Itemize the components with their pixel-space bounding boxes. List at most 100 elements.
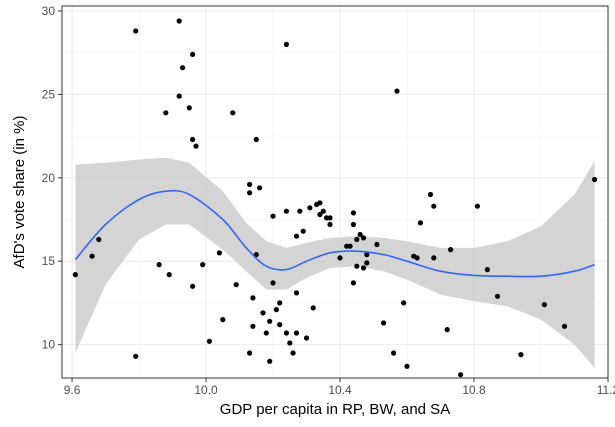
y-tick-label: 20 <box>42 171 56 185</box>
data-point <box>391 350 397 356</box>
data-point <box>350 210 356 216</box>
data-point <box>310 305 316 311</box>
data-point <box>337 255 343 261</box>
data-point <box>474 203 480 209</box>
data-point <box>190 51 196 58</box>
data-point <box>350 221 356 228</box>
data-point <box>327 221 333 228</box>
data-point <box>404 363 410 369</box>
y-tick-label: 10 <box>42 338 56 352</box>
data-point <box>561 323 568 329</box>
data-point <box>186 105 192 111</box>
data-point <box>200 262 206 268</box>
data-point <box>253 252 259 258</box>
data-point <box>283 41 289 48</box>
y-axis: 10 15 20 25 30 <box>42 4 62 352</box>
data-point <box>431 255 437 261</box>
x-tick-label: 9.6 <box>64 383 81 397</box>
data-point <box>307 205 313 211</box>
data-point <box>293 290 300 296</box>
data-point <box>190 283 196 289</box>
x-tick-label: 10.8 <box>462 383 486 397</box>
data-point <box>250 295 256 301</box>
data-point <box>96 236 102 243</box>
data-point <box>72 272 78 278</box>
data-point <box>257 185 263 191</box>
data-point <box>206 338 212 344</box>
data-point <box>360 235 367 241</box>
smooth-trend-line <box>74 189 595 278</box>
data-point <box>163 110 169 116</box>
y-tick-label: 30 <box>42 4 56 18</box>
data-point <box>350 280 356 286</box>
data-point <box>354 263 360 269</box>
confidence-band <box>75 157 595 368</box>
data-point <box>364 260 370 266</box>
data-point <box>230 110 236 116</box>
data-point <box>300 228 306 234</box>
data-point <box>156 262 162 268</box>
data-point <box>320 208 326 214</box>
data-point <box>283 330 289 336</box>
data-point <box>484 267 490 273</box>
data-point <box>190 136 196 143</box>
data-point <box>494 293 501 299</box>
data-point <box>347 243 353 249</box>
data-point <box>193 143 199 149</box>
y-tick-label: 25 <box>42 87 56 101</box>
data-point <box>354 236 360 243</box>
data-point <box>414 255 420 261</box>
data-point <box>357 231 363 238</box>
x-tick-label: 10.0 <box>194 383 218 397</box>
data-point <box>592 176 598 183</box>
data-point <box>220 317 226 323</box>
data-point <box>293 330 300 336</box>
data-point <box>458 372 464 378</box>
data-point <box>263 330 269 336</box>
data-point <box>267 318 273 324</box>
data-point <box>133 353 139 359</box>
data-point <box>270 213 276 219</box>
data-point <box>297 208 303 214</box>
data-point <box>133 28 139 34</box>
data-point <box>317 211 323 218</box>
x-axis: 9.6 10.0 10.4 10.8 11.2 <box>64 378 615 397</box>
data-point <box>273 307 279 313</box>
data-point <box>401 300 407 306</box>
data-point <box>290 350 296 356</box>
data-point <box>267 358 273 364</box>
data-points <box>72 18 598 378</box>
data-point <box>176 93 182 99</box>
panel-border <box>61 5 609 379</box>
data-point <box>427 191 434 198</box>
data-point <box>277 322 283 328</box>
data-point <box>247 181 253 188</box>
y-tick-label: 15 <box>42 254 56 268</box>
minor-gridlines <box>62 6 608 378</box>
data-point <box>89 253 95 259</box>
data-point <box>287 340 293 346</box>
data-point <box>180 65 186 71</box>
data-point <box>364 252 370 258</box>
data-point <box>417 220 423 226</box>
data-point <box>247 350 253 356</box>
data-point <box>250 323 256 329</box>
data-point <box>374 241 380 248</box>
data-point <box>247 190 253 196</box>
data-point <box>166 272 172 278</box>
data-point <box>444 327 450 333</box>
data-point <box>277 300 283 306</box>
data-point <box>541 302 548 308</box>
data-point <box>270 280 276 286</box>
data-point <box>233 282 239 288</box>
data-point <box>317 200 323 206</box>
y-axis-title: AfD's vote share (in %) <box>11 116 28 269</box>
data-point <box>381 320 387 326</box>
data-point <box>283 208 289 214</box>
x-tick-label: 10.4 <box>328 383 352 397</box>
data-point <box>448 247 454 253</box>
data-point <box>327 215 333 221</box>
x-tick-label: 11.2 <box>597 383 615 397</box>
data-point <box>260 310 266 316</box>
